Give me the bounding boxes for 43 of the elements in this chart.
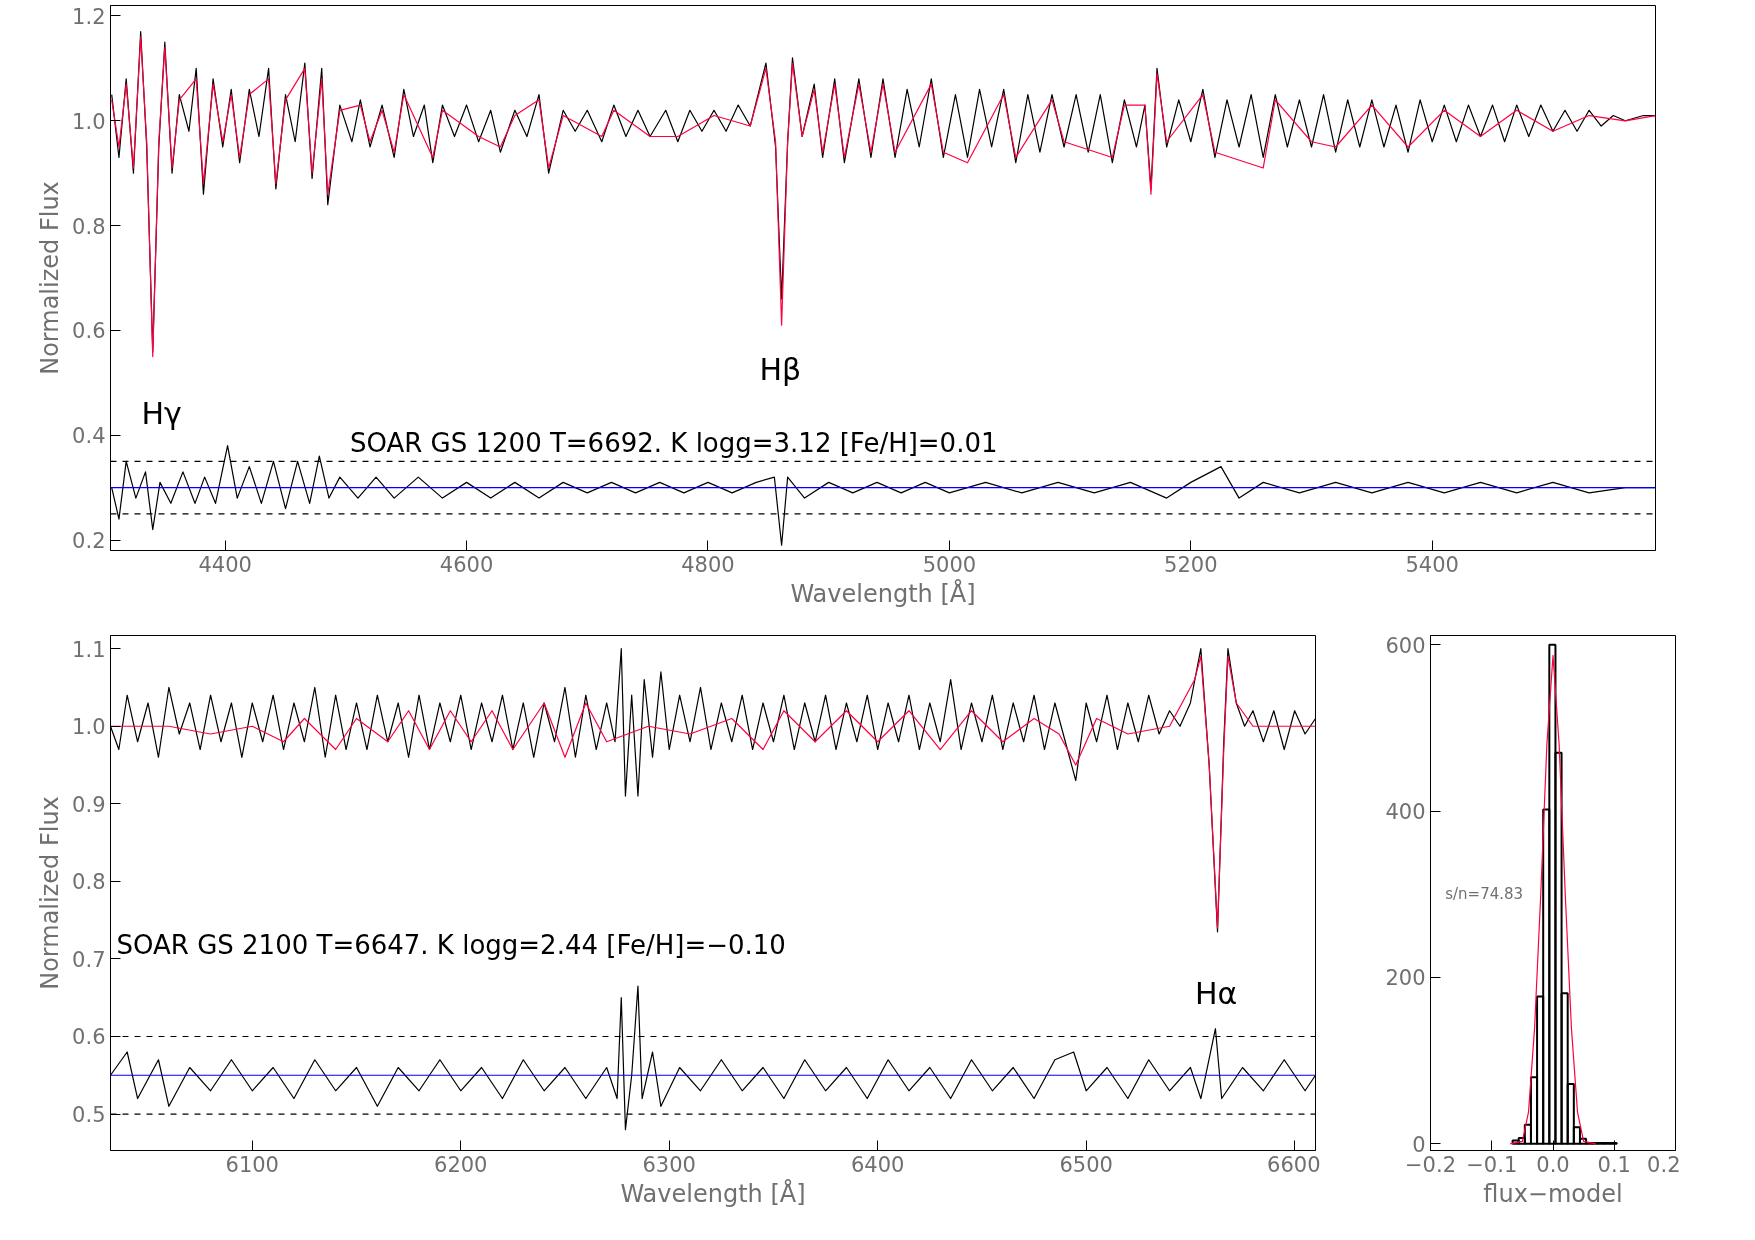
x-tick-label: 6500 [1059, 1152, 1113, 1177]
x-tick-label: 5400 [1405, 552, 1459, 577]
x-tick-label: 5000 [922, 552, 977, 577]
annotation: SOAR GS 2100 T=6647. K logg=2.44 [Fe/H]=−0.10 [116, 929, 786, 960]
y-tick-label: 0.5 [72, 1103, 106, 1128]
y-tick-label: 1.1 [72, 637, 106, 662]
x-tick-label: 5200 [1164, 552, 1218, 577]
x-tick-label: 0.0 [1536, 1152, 1570, 1177]
y-tick-label: 0.6 [72, 319, 106, 344]
annotation: Hα [1195, 976, 1238, 1012]
y-tick-label: 0.7 [72, 947, 106, 972]
annotation: Hγ [141, 395, 182, 431]
y-tick-label: 0.8 [72, 214, 106, 239]
y-tick-label: 0.2 [72, 529, 106, 554]
x-axis-title: Wavelength [Å] [790, 578, 976, 608]
y-axis-title: Normalized Flux [36, 796, 65, 990]
x-tick-label: 6400 [850, 1152, 905, 1177]
annotation: s/n=74.83 [1445, 885, 1524, 904]
x-tick-label: 4400 [198, 552, 252, 577]
y-tick-label: 1.2 [72, 4, 106, 29]
y-tick-label: 0.8 [72, 870, 106, 895]
x-tick-label: 0.2 [1647, 1152, 1681, 1177]
y-tick-label: 0.9 [72, 792, 106, 817]
x-tick-label: 6100 [225, 1152, 279, 1177]
x-tick-label: 0.1 [1597, 1152, 1631, 1177]
y-tick-label: 600 [1385, 633, 1426, 658]
x-axis-title: flux−model [1483, 1179, 1623, 1208]
x-tick-label: −0.1 [1466, 1152, 1518, 1177]
x-tick-label: 6600 [1267, 1152, 1321, 1177]
x-tick-label: 4800 [681, 552, 735, 577]
x-tick-label: 6200 [434, 1152, 488, 1177]
x-tick-label: 4600 [439, 552, 494, 577]
x-tick-label: 6300 [642, 1152, 696, 1177]
y-axis-title: Normalized Flux [36, 181, 65, 375]
y-tick-label: 0.4 [72, 424, 106, 449]
y-tick-label: 1.0 [72, 109, 106, 134]
y-tick-label: 1.0 [72, 715, 106, 740]
annotation: SOAR GS 1200 T=6692. K logg=3.12 [Fe/H]=0.01 [349, 427, 998, 458]
annotation: Hβ [759, 352, 802, 387]
x-axis-title: Wavelength [Å] [620, 1178, 806, 1208]
y-tick-label: 200 [1385, 966, 1426, 991]
y-tick-label: 400 [1385, 800, 1426, 825]
y-tick-label: 0.6 [72, 1025, 106, 1050]
